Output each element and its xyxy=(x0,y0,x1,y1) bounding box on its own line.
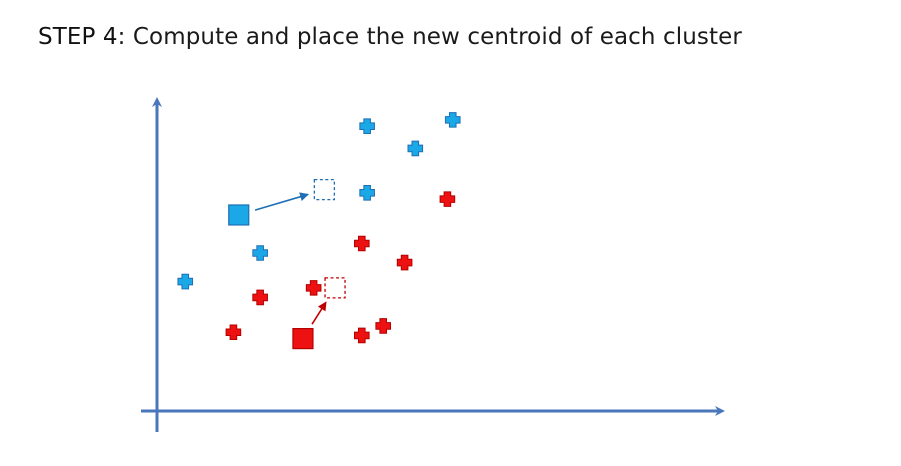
red-data-point xyxy=(225,324,242,341)
data-points xyxy=(177,112,461,344)
blue-data-point xyxy=(359,118,375,135)
step-label: STEP 4 xyxy=(38,24,118,50)
red-old-centroid xyxy=(292,328,314,350)
red-data-point xyxy=(252,289,268,306)
red-data-point xyxy=(305,280,322,296)
centroid-shift-arrows xyxy=(254,192,327,325)
blue-data-point xyxy=(177,273,194,290)
red-centroid-shift-arrow xyxy=(311,301,327,325)
step-description: : Compute and place the new centroid of … xyxy=(117,24,742,50)
axes xyxy=(141,97,725,432)
slide-title: STEP 4: Compute and place the new centro… xyxy=(38,24,742,50)
red-data-point xyxy=(439,191,456,207)
blue-data-point xyxy=(407,140,424,157)
centroids xyxy=(228,178,346,350)
blue-centroid-shift-arrow xyxy=(254,192,310,211)
blue-data-point xyxy=(359,184,375,201)
blue-data-point xyxy=(444,112,461,128)
blue-new-centroid xyxy=(313,178,336,201)
red-data-point xyxy=(354,327,370,344)
red-new-centroid xyxy=(324,277,346,299)
red-data-point xyxy=(354,235,370,252)
blue-data-point xyxy=(252,245,268,261)
red-data-point xyxy=(375,318,391,334)
blue-old-centroid xyxy=(228,204,250,226)
red-data-point xyxy=(396,254,413,271)
